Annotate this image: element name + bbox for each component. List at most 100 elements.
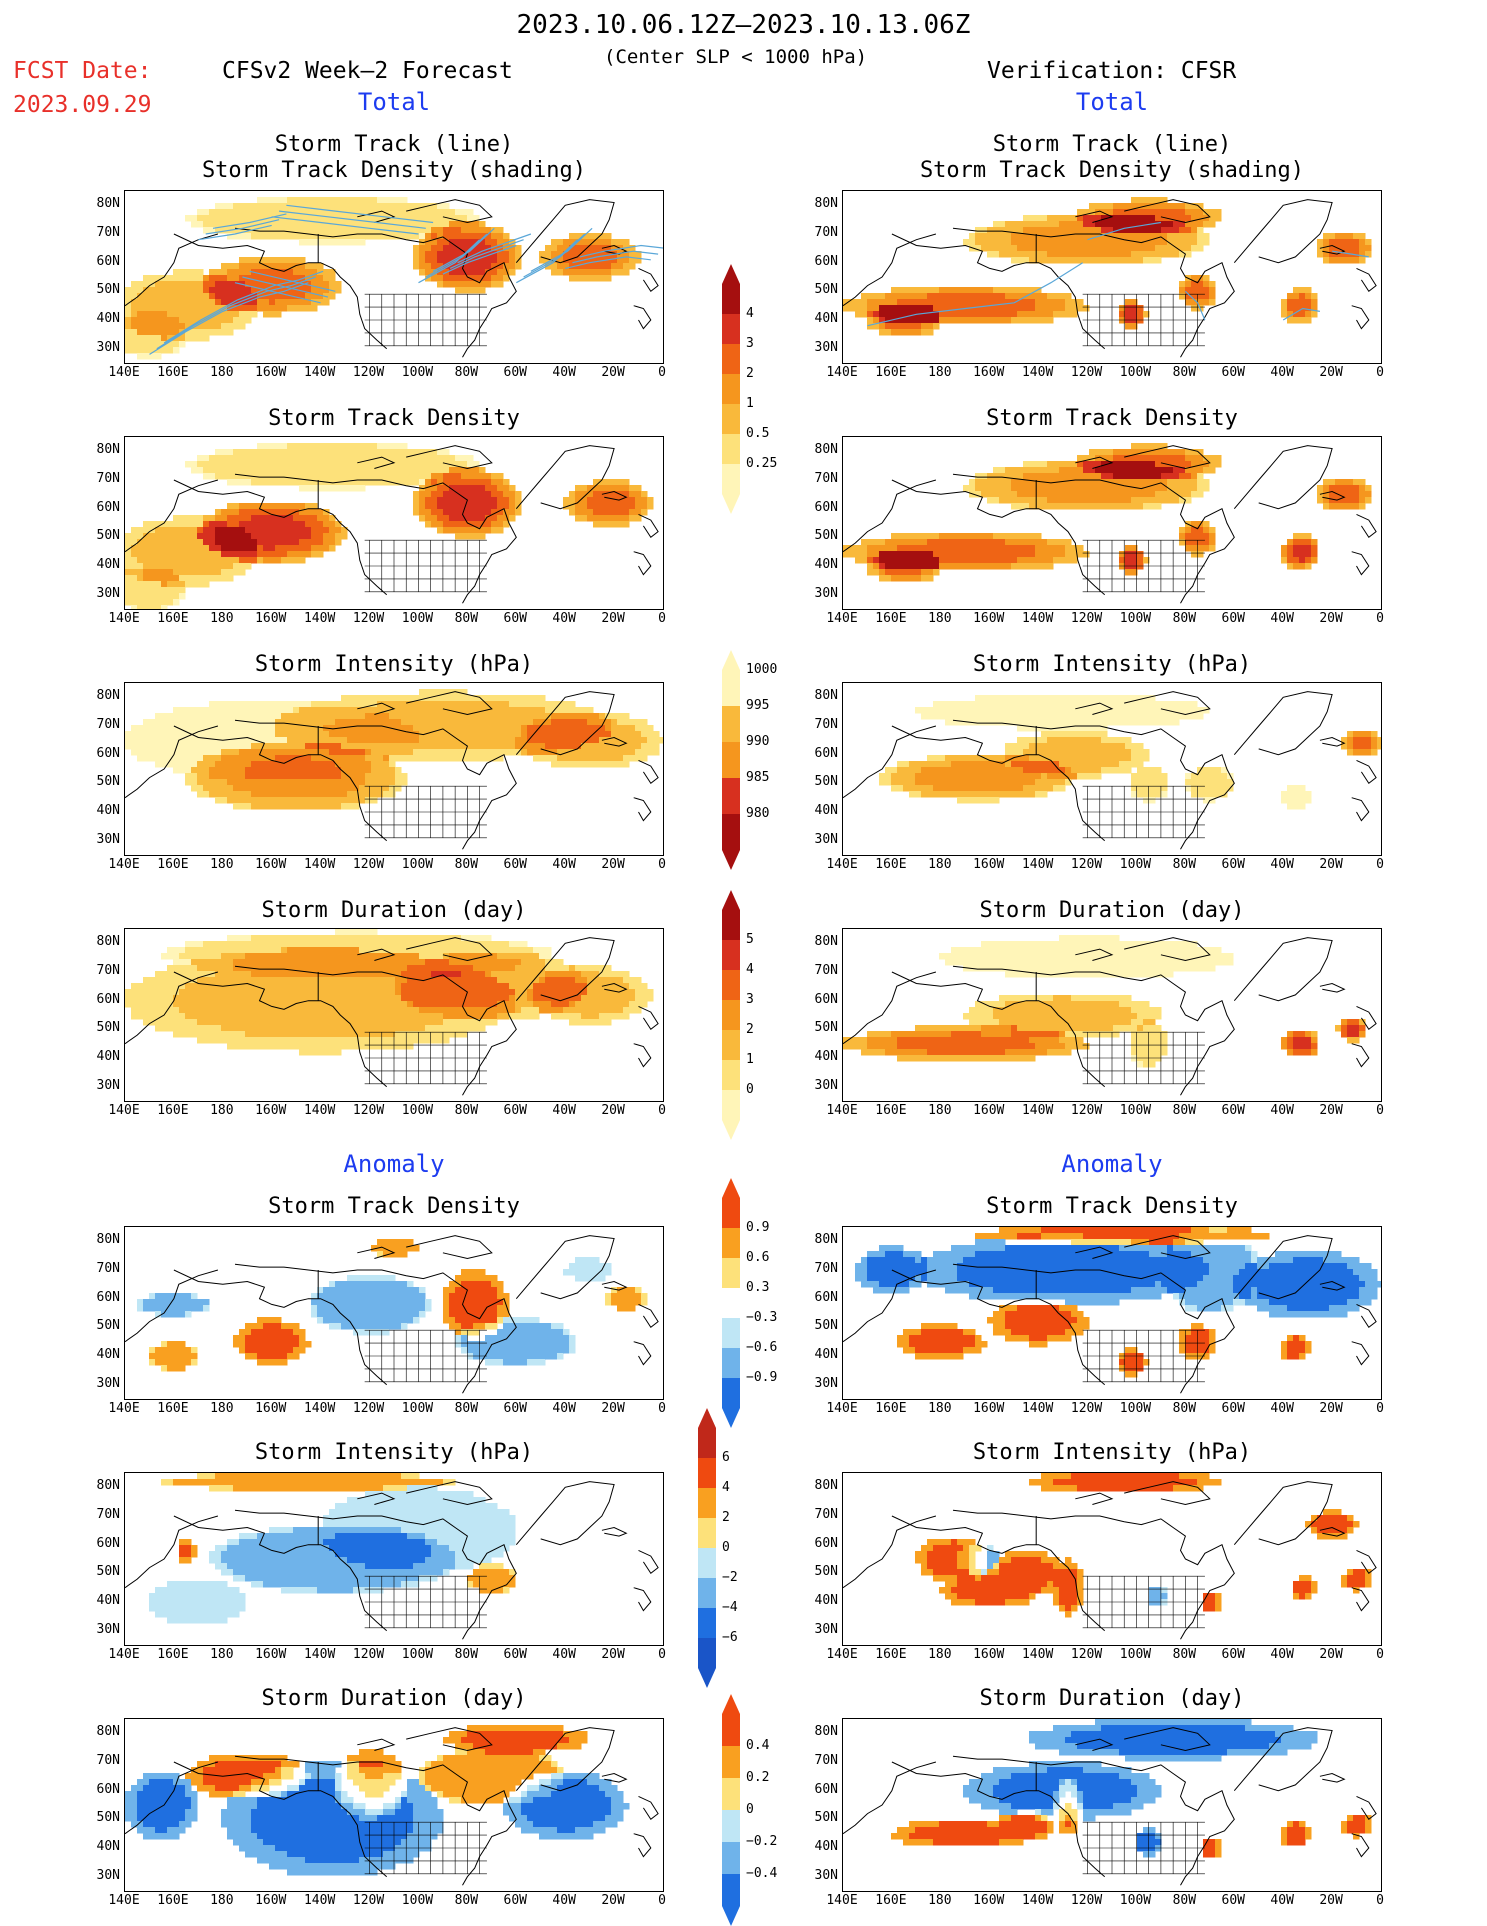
panel-title-track-density-shading: Storm Track Density (shading): [124, 158, 664, 184]
lon-label: 80W: [1161, 857, 1207, 872]
colorbar-label: 980: [746, 806, 769, 821]
lat-label: 50N: [90, 1810, 120, 1825]
lon-label: 20W: [590, 1103, 636, 1118]
lon-label: 140E: [101, 1401, 147, 1416]
lat-label: 70N: [90, 717, 120, 732]
lat-label: 30N: [808, 1868, 838, 1883]
lon-label: 180: [917, 1893, 963, 1908]
lon-label: 140E: [819, 1647, 865, 1662]
colorbar-label: 0: [746, 1082, 754, 1097]
colorbar-label: 0.5: [746, 426, 769, 441]
lat-label: 60N: [90, 1536, 120, 1551]
colorbar-label: −0.3: [746, 1310, 777, 1325]
lon-label: 180: [199, 365, 245, 380]
lon-label: 60W: [1210, 1647, 1256, 1662]
lat-label: 60N: [90, 1290, 120, 1305]
lat-label: 80N: [808, 1232, 838, 1247]
lon-label: 120W: [346, 1103, 392, 1118]
lon-label: 40W: [541, 1647, 587, 1662]
lon-label: 0: [1357, 1401, 1403, 1416]
lon-label: 20W: [1308, 1647, 1354, 1662]
lat-label: 60N: [90, 254, 120, 269]
lon-label: 60W: [492, 1893, 538, 1908]
lon-label: 160E: [868, 365, 914, 380]
lon-label: 160W: [966, 1647, 1012, 1662]
lon-label: 140W: [297, 365, 343, 380]
lat-label: 70N: [90, 963, 120, 978]
lat-label: 30N: [90, 1376, 120, 1391]
lon-label: 160W: [248, 611, 294, 626]
fcst-date-label: FCST Date:: [13, 58, 151, 84]
lat-label: 50N: [90, 1564, 120, 1579]
lat-label: 30N: [808, 1078, 838, 1093]
lon-label: 0: [1357, 1893, 1403, 1908]
lon-label: 140E: [101, 1647, 147, 1662]
lon-label: 100W: [394, 1647, 440, 1662]
lon-label: 160W: [248, 1647, 294, 1662]
lon-label: 120W: [346, 1401, 392, 1416]
colorbar-label: −0.2: [746, 1834, 777, 1849]
lat-label: 50N: [808, 1020, 838, 1035]
lon-label: 80W: [443, 1893, 489, 1908]
lat-label: 50N: [808, 1810, 838, 1825]
panel-title-anom-duration: Storm Duration (day): [842, 1686, 1382, 1712]
lat-label: 80N: [90, 688, 120, 703]
lon-label: 140E: [101, 611, 147, 626]
lon-label: 140E: [819, 365, 865, 380]
lat-label: 30N: [808, 586, 838, 601]
map-fcst-anom-duration: [124, 1718, 664, 1892]
lon-label: 120W: [1064, 1401, 1110, 1416]
lon-label: 120W: [1064, 365, 1110, 380]
lat-label: 50N: [90, 774, 120, 789]
lon-label: 140E: [819, 1401, 865, 1416]
lat-label: 60N: [90, 1782, 120, 1797]
colorbar-label: 4: [746, 962, 754, 977]
lat-label: 70N: [808, 963, 838, 978]
lon-label: 180: [199, 611, 245, 626]
lon-label: 160E: [150, 1401, 196, 1416]
lon-label: 80W: [1161, 1401, 1207, 1416]
lon-label: 40W: [1259, 1647, 1305, 1662]
lon-label: 180: [917, 857, 963, 872]
colorbar-label: 0: [746, 1802, 754, 1817]
lat-label: 40N: [808, 803, 838, 818]
lon-label: 140W: [297, 1893, 343, 1908]
lat-label: 60N: [90, 500, 120, 515]
lon-label: 180: [917, 1401, 963, 1416]
colorbar-label: −0.9: [746, 1370, 777, 1385]
lon-label: 140W: [1015, 857, 1061, 872]
lon-label: 60W: [1210, 365, 1256, 380]
lon-label: 20W: [590, 1647, 636, 1662]
lat-label: 40N: [90, 557, 120, 572]
lat-label: 60N: [808, 500, 838, 515]
model-label: CFSv2 Week–2 Forecast: [222, 58, 513, 84]
lat-label: 40N: [808, 1049, 838, 1064]
colorbar-label: 4: [722, 1480, 730, 1495]
lon-label: 0: [1357, 1647, 1403, 1662]
lon-label: 20W: [1308, 365, 1354, 380]
lon-label: 100W: [394, 365, 440, 380]
lon-label: 180: [917, 365, 963, 380]
colorbar-label: 0.2: [746, 1770, 769, 1785]
lon-label: 180: [917, 611, 963, 626]
lat-label: 40N: [90, 803, 120, 818]
lon-label: 140W: [297, 1401, 343, 1416]
lon-label: 160E: [150, 1893, 196, 1908]
lat-label: 70N: [808, 471, 838, 486]
lon-label: 120W: [346, 365, 392, 380]
lat-label: 70N: [808, 1753, 838, 1768]
lon-label: 120W: [346, 1647, 392, 1662]
lat-label: 60N: [808, 1536, 838, 1551]
lon-label: 100W: [1112, 1893, 1158, 1908]
lon-label: 60W: [492, 1103, 538, 1118]
verification-label: Verification: CFSR: [987, 58, 1236, 84]
lon-label: 60W: [1210, 1401, 1256, 1416]
lon-label: 100W: [1112, 611, 1158, 626]
lat-label: 60N: [808, 992, 838, 1007]
lon-label: 140W: [297, 611, 343, 626]
lon-label: 160E: [868, 1401, 914, 1416]
lon-label: 60W: [492, 611, 538, 626]
lon-label: 140E: [101, 857, 147, 872]
lon-label: 80W: [1161, 365, 1207, 380]
lon-label: 120W: [346, 1893, 392, 1908]
